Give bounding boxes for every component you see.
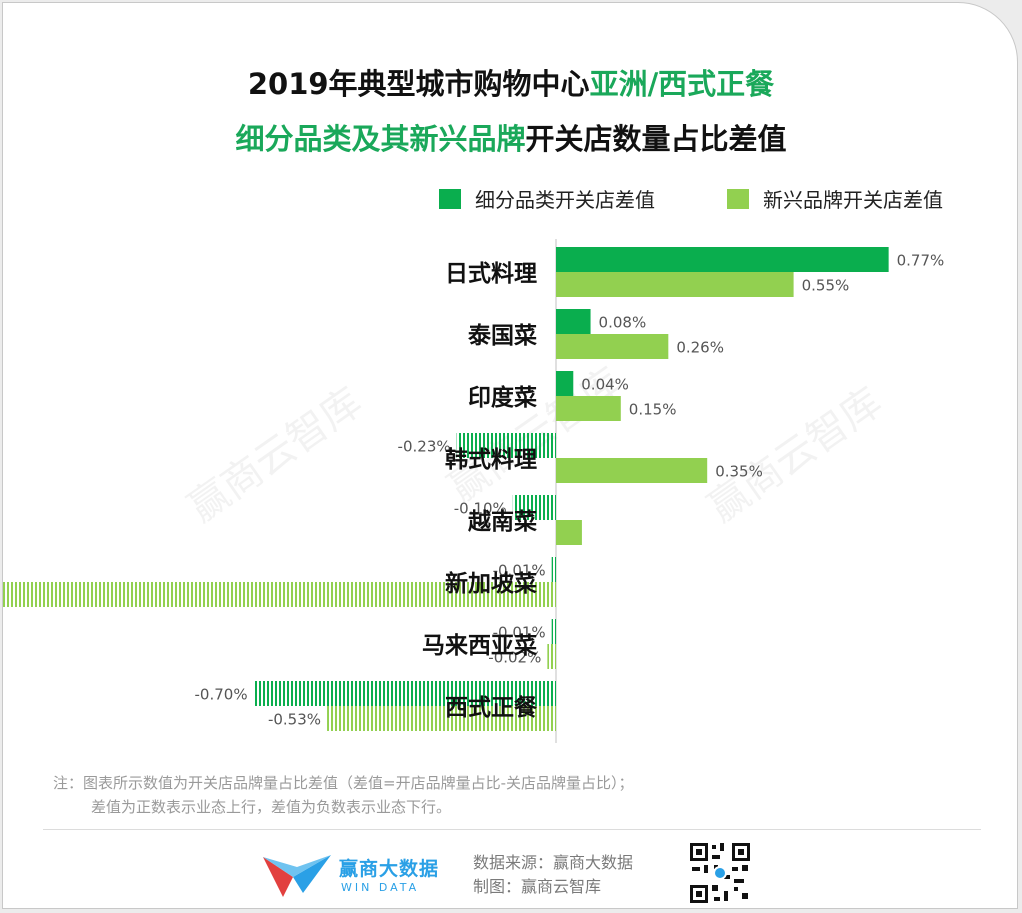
brand-logo-icon	[263, 855, 331, 897]
chart-title-line2: 细分品类及其新兴品牌开关店数量占比差值	[3, 116, 1017, 158]
footnote-line1: 注：图表所示数值为开关店品牌量占比差值（差值=开店品牌量占比-关店品牌量占比）；	[53, 774, 634, 792]
category-label-5: 新加坡菜	[445, 570, 537, 597]
bar-series1-4	[512, 495, 556, 520]
bar-series2-7	[327, 706, 556, 731]
bar-series1-1	[556, 309, 591, 334]
title-part: 2019年典型城市购物中心	[247, 67, 590, 101]
category-label-0: 日式料理	[445, 261, 537, 287]
bar-series1-3	[456, 433, 556, 458]
bar-series1-0	[556, 247, 889, 272]
bar-series1-7	[253, 681, 556, 706]
divider	[43, 829, 981, 830]
source-info: 数据来源：赢商大数据 制图：赢商云智库	[473, 851, 633, 899]
bar-series2-0	[556, 272, 794, 297]
data-label-series1-1: 0.08%	[599, 314, 647, 332]
legend-item-series2: 新兴品牌开关店差值	[727, 184, 943, 213]
data-label-series1-5: -0.01%	[493, 562, 546, 580]
legend-swatch-series1	[439, 188, 461, 209]
bar-series1-2	[556, 371, 574, 396]
data-label-series1-2: 0.04%	[581, 376, 629, 394]
bar-series1-5	[551, 557, 556, 582]
title-part-highlight: 细分品类及其新兴品牌	[235, 122, 526, 156]
bar-series2-4	[556, 520, 582, 545]
data-label-series1-0: 0.77%	[897, 252, 945, 270]
credit-line: 制图：赢商云智库	[473, 877, 602, 896]
bar-series2-2	[556, 396, 621, 421]
category-label-3: 韩式料理	[445, 446, 537, 473]
bar-series2-3	[556, 458, 708, 483]
legend-label-series2: 新兴品牌开关店差值	[763, 188, 943, 212]
data-label-series2-2: 0.15%	[629, 401, 677, 419]
title-part: 开关店数量占比差值	[525, 122, 787, 156]
data-label-series1-3: -0.23%	[398, 438, 451, 456]
data-label-series2-1: 0.26%	[676, 339, 724, 357]
qr-code-icon	[688, 841, 752, 905]
data-label-series2-6: -0.02%	[488, 649, 541, 667]
bar-series1-6	[551, 619, 556, 644]
category-label-4: 越南菜	[468, 509, 537, 535]
source-line: 数据来源：赢商大数据	[473, 853, 634, 872]
brand-name: 赢商大数据	[339, 858, 440, 880]
brand-name-en: WIN DATA	[341, 881, 420, 894]
category-label-2: 印度菜	[468, 384, 537, 411]
category-label-6: 马来西亚菜	[422, 633, 537, 659]
bar-series2-5	[3, 582, 556, 607]
category-label-7: 西式正餐	[445, 695, 538, 721]
bar-chart: 0.77% 0.55% 日式料理 0.08% 0.26% 泰国菜 0.04%0.15% 印度菜…	[3, 239, 945, 743]
chart-title-line1: 2019年典型城市购物中心亚洲/西式正餐	[3, 61, 1017, 103]
data-label-series2-7: -0.53%	[268, 711, 321, 729]
legend-item-series1: 细分品类开关店差值	[439, 184, 655, 213]
data-label-series1-7: -0.70%	[195, 686, 248, 704]
legend-label-series1: 细分品类开关店差值	[475, 188, 655, 212]
data-label-series2-0: 0.55%	[802, 277, 850, 295]
footnote-line2: 差值为正数表示业态上行，差值为负数表示业态下行。	[91, 798, 452, 816]
data-label-series1-6: -0.01%	[493, 624, 546, 642]
category-label-1: 泰国菜	[467, 322, 537, 349]
title-part-highlight: 亚洲/西式正餐	[589, 67, 775, 101]
footnote: 注：图表所示数值为开关店品牌量占比差值（差值=开店品牌量占比-关店品牌量占比）；…	[53, 771, 634, 819]
bar-series2-1	[556, 334, 669, 359]
data-label-series1-4: -0.10%	[454, 500, 507, 518]
data-label-series2-3: 0.35%	[715, 463, 763, 481]
bar-series2-6	[547, 644, 556, 669]
legend-swatch-series2	[727, 188, 749, 209]
